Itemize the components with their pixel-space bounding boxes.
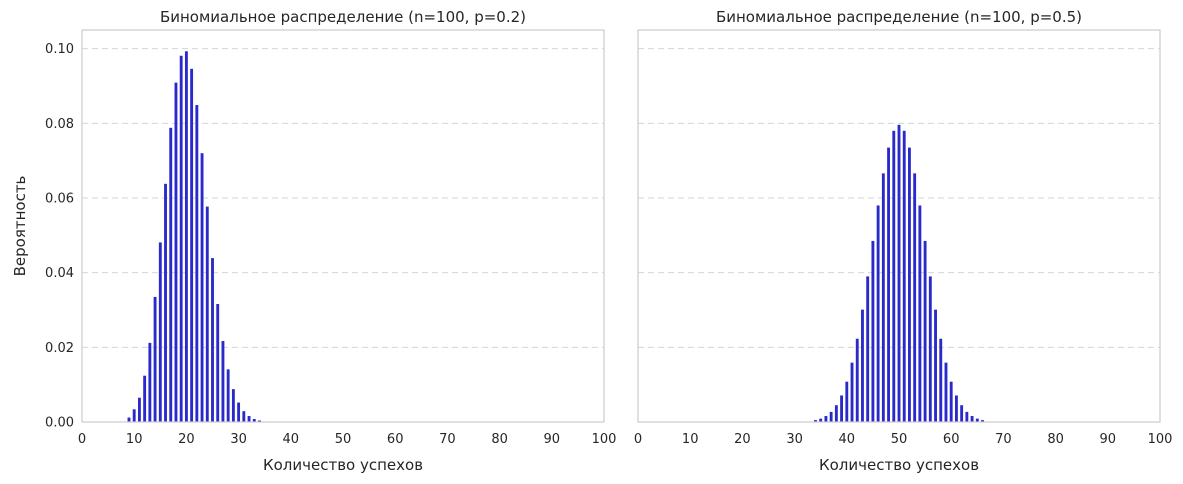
- left-chart-x-tick-label: 10: [126, 432, 143, 447]
- left-chart-y-tick-label: 0.06: [45, 192, 74, 207]
- right-chart-bar: [850, 362, 854, 422]
- right-chart-bar: [975, 418, 979, 422]
- right-chart-bar: [923, 240, 927, 422]
- right-chart-x-tick-label: 30: [786, 432, 803, 447]
- left-chart-x-tick-label: 60: [387, 432, 404, 447]
- right-chart-bar: [829, 411, 833, 422]
- left-chart-y-tick-label: 0.10: [45, 42, 74, 57]
- right-chart-x-tick-label: 0: [634, 432, 642, 447]
- left-chart-y-tick-label: 0.02: [45, 341, 74, 356]
- right-chart-bar: [902, 130, 906, 423]
- left-chart-y-tick-label: 0.08: [45, 117, 74, 132]
- right-chart-x-tick-label: 40: [839, 432, 856, 447]
- left-chart-x-axis-label: Количество успехов: [263, 456, 423, 474]
- left-chart-x-tick-label: 0: [78, 432, 86, 447]
- left-chart-bar: [164, 183, 167, 422]
- left-chart-bar: [169, 127, 173, 423]
- right-chart-bar: [954, 395, 958, 422]
- right-chart-bar: [897, 124, 901, 423]
- left-chart-bar: [252, 419, 256, 422]
- left-chart-bar: [221, 340, 225, 422]
- left-chart-title: Биномиальное распределение (n=100, p=0.2…: [160, 8, 526, 26]
- right-chart-frame: [637, 29, 1161, 423]
- right-chart-bar: [887, 147, 890, 422]
- right-chart-bar: [908, 147, 911, 422]
- left-chart-x-tick-label: 70: [439, 432, 456, 447]
- right-chart-bar: [819, 418, 823, 422]
- right-chart-x-tick-label: 60: [943, 432, 960, 447]
- left-chart-x-tick-label: 20: [178, 432, 195, 447]
- left-chart-x-tick-label: 40: [283, 432, 300, 447]
- right-chart-x-tick-label: 100: [1148, 432, 1173, 447]
- left-chart-bar: [132, 409, 136, 422]
- left-chart-x-tick-label: 100: [592, 432, 617, 447]
- left-chart-bar: [211, 258, 214, 422]
- right-chart-bar: [866, 276, 870, 422]
- right-chart-bar: [960, 405, 964, 422]
- left-chart-bar: [190, 68, 194, 423]
- right-chart-bar: [949, 381, 953, 422]
- right-chart-bar: [876, 205, 880, 422]
- right-chart-bar: [824, 416, 828, 422]
- right-chart-bar: [918, 205, 922, 422]
- left-chart-bar: [231, 389, 235, 422]
- left-chart-x-tick-label: 90: [544, 432, 561, 447]
- left-chart-frame: [81, 29, 605, 423]
- left-chart-y-tick-label: 0.04: [45, 266, 74, 281]
- right-chart: 0 10 20 30 40 50 60 70 80 90 100 Биномиальное расп…: [634, 8, 1173, 474]
- left-chart-bar: [195, 105, 199, 422]
- left-chart-y-axis-label: Вероятность: [11, 176, 29, 277]
- left-chart-bar: [148, 342, 152, 422]
- right-chart-bar: [861, 309, 864, 422]
- left-chart-bar: [247, 416, 251, 422]
- left-chart: 0 10 20 30 40 50 60 70 80 90 100 0.00 0.02 0.04 0.06 0…: [11, 8, 616, 474]
- left-chart-bar: [242, 411, 246, 422]
- right-chart-bar: [855, 338, 859, 422]
- left-chart-bar: [216, 304, 220, 422]
- right-chart-title: Биномиальное распределение (n=100, p=0.5…: [716, 8, 1082, 26]
- right-chart-bar: [845, 381, 849, 422]
- right-chart-x-tick-label: 80: [1047, 432, 1064, 447]
- left-chart-bar: [226, 369, 230, 422]
- left-chart-bar: [174, 82, 178, 422]
- right-chart-bar: [928, 276, 932, 422]
- right-chart-bar: [944, 362, 948, 422]
- left-chart-bar: [127, 417, 131, 422]
- right-chart-bar: [970, 416, 974, 422]
- right-chart-bar: [939, 338, 943, 422]
- left-chart-y-tick-label: 0.00: [45, 416, 74, 431]
- right-chart-bar: [871, 240, 875, 422]
- left-chart-x-tick-label: 30: [230, 432, 247, 447]
- left-chart-bar: [200, 153, 204, 422]
- left-chart-bar: [258, 420, 261, 422]
- left-chart-bar: [205, 206, 209, 422]
- right-chart-bar: [881, 173, 885, 422]
- right-chart-x-tick-label: 20: [734, 432, 751, 447]
- left-chart-bar: [153, 296, 157, 422]
- right-chart-bar: [814, 420, 817, 422]
- right-chart-x-axis-label: Количество успехов: [819, 456, 979, 474]
- right-chart-x-tick-label: 50: [891, 432, 908, 447]
- right-chart-bar: [892, 130, 896, 423]
- right-chart-bar: [840, 395, 844, 422]
- right-chart-bar: [913, 173, 917, 422]
- left-chart-bar: [237, 402, 241, 422]
- right-chart-x-tick-label: 10: [682, 432, 699, 447]
- right-chart-bar: [834, 405, 838, 422]
- left-chart-x-tick-label: 80: [491, 432, 508, 447]
- left-chart-bar: [143, 375, 147, 422]
- right-chart-bar: [981, 420, 984, 422]
- right-chart-x-tick-label: 90: [1100, 432, 1117, 447]
- left-chart-bar: [179, 55, 183, 422]
- right-chart-x-tick-label: 70: [995, 432, 1012, 447]
- right-chart-bar: [934, 309, 937, 422]
- left-chart-bar: [184, 51, 188, 422]
- right-chart-bar: [965, 411, 969, 422]
- left-chart-bar: [137, 397, 141, 422]
- left-chart-x-tick-label: 50: [335, 432, 352, 447]
- left-chart-bar: [158, 242, 162, 422]
